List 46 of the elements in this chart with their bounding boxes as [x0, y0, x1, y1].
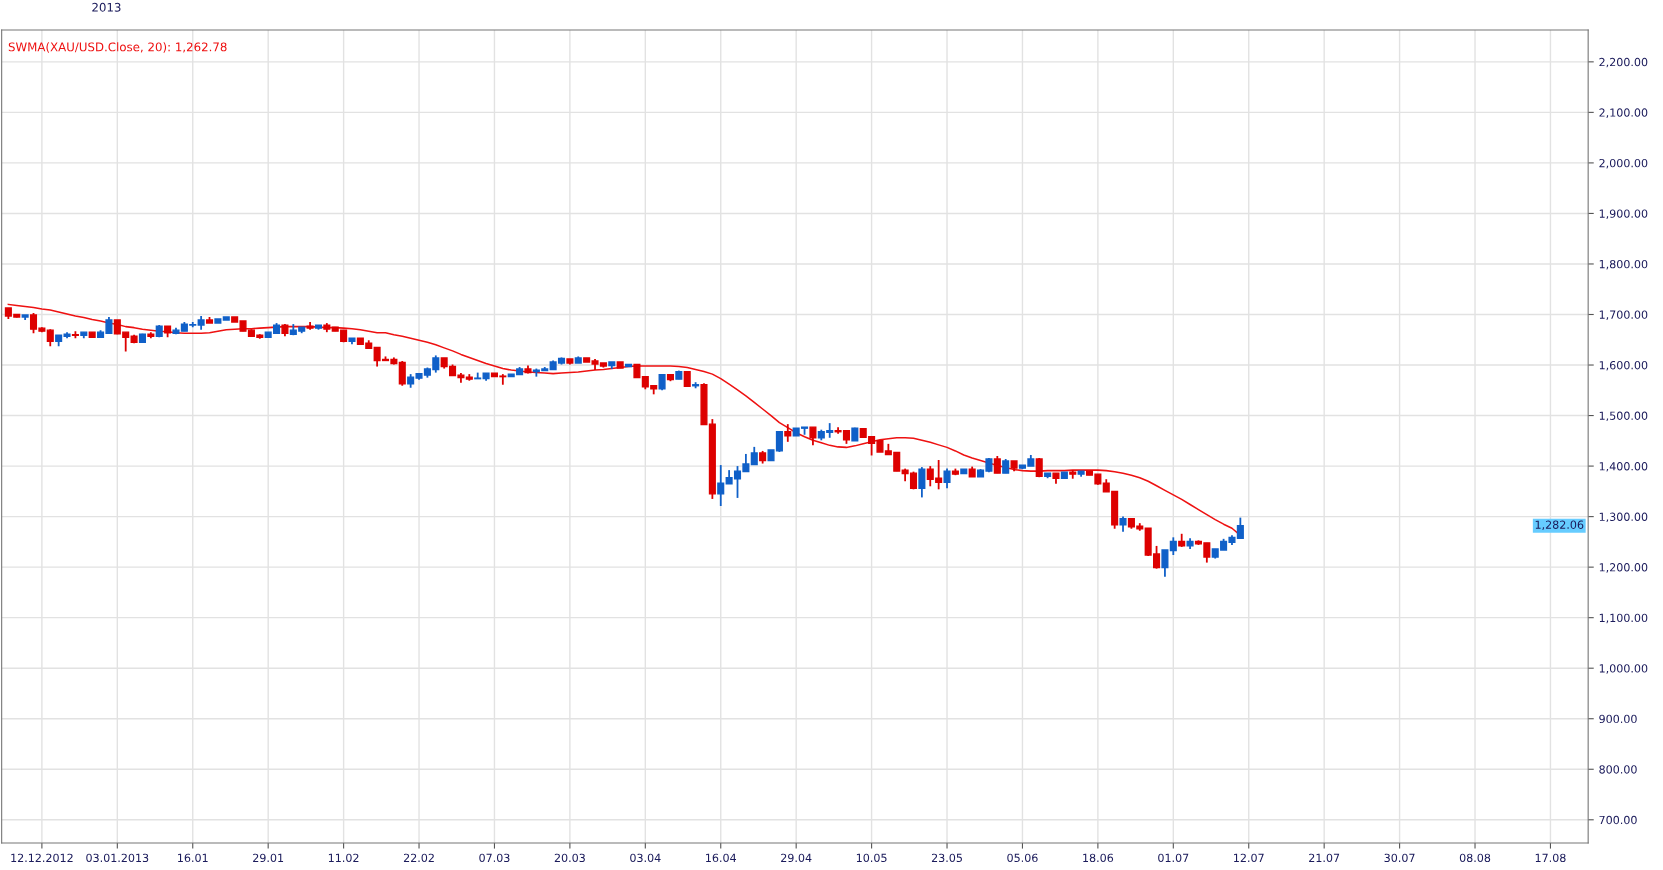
x-tick-label: 07.03 — [479, 853, 510, 863]
annotation: 1,282.06 — [1535, 520, 1584, 531]
x-tick-label: 03.01.2013 — [86, 853, 149, 863]
candlestick — [918, 466, 926, 499]
annotation: SWMA(XAU/USD.Close, 20): 1,262.78 — [8, 42, 227, 53]
x-tick-label: 22.02 — [403, 853, 434, 863]
y-tick-label: 1,100.00 — [1599, 613, 1648, 624]
x-tick-label: 11.02 — [328, 853, 359, 863]
y-tick-label: 800.00 — [1599, 765, 1637, 774]
text: 2013 — [92, 2, 121, 12]
x-tick-label: 12.12.2012 — [11, 853, 73, 863]
candlestick — [809, 426, 817, 447]
candlestick — [943, 467, 951, 490]
x-tick-label: 30.07 — [1384, 853, 1415, 863]
x-tick-label: 21.07 — [1309, 853, 1340, 863]
candlestick — [1161, 549, 1169, 578]
x-tick-label: 03.04 — [630, 853, 661, 863]
y-tick-label: 1,900.00 — [1599, 209, 1648, 219]
y-tick-label: 700.00 — [1599, 815, 1637, 825]
y-tick-label: 1,400.00 — [1599, 462, 1648, 472]
x-tick-label: 29.04 — [781, 853, 812, 863]
y-tick-label: 900.00 — [1599, 714, 1637, 724]
x-tick-label: 08.08 — [1459, 853, 1491, 863]
y-tick-label: 1,800.00 — [1599, 259, 1648, 270]
x-tick-label: 01.07 — [1158, 853, 1189, 863]
y-tick-label: 1,000.00 — [1599, 664, 1648, 674]
y-tick-label: 1,700.00 — [1599, 310, 1648, 321]
x-tick-label: 29.01 — [253, 853, 284, 863]
x-tick-label: 17.08 — [1535, 853, 1566, 863]
candlestick — [717, 464, 725, 507]
y-tick-label: 2,200.00 — [1599, 57, 1648, 68]
y-tick-label: 1,500.00 — [1599, 411, 1648, 422]
y-tick-label: 1,600.00 — [1599, 361, 1648, 371]
y-tick-label: 2,100.00 — [1599, 108, 1648, 118]
x-tick-label: 18.06 — [1083, 853, 1114, 863]
y-tick-label: 2,000.00 — [1599, 158, 1648, 169]
x-tick-label: 10.05 — [856, 853, 887, 863]
y-tick-label: 1,300.00 — [1599, 512, 1648, 523]
x-tick-label: 20.03 — [554, 853, 585, 863]
x-tick-label: 23.05 — [931, 853, 962, 863]
x-tick-label: 16.01 — [178, 853, 208, 863]
y-tick-label: 1,200.00 — [1599, 563, 1648, 573]
x-tick-label: 05.06 — [1007, 853, 1038, 863]
x-tick-label: 12.07 — [1234, 853, 1264, 863]
candlestick — [398, 360, 406, 387]
x-tick-label: 16.04 — [706, 853, 737, 863]
